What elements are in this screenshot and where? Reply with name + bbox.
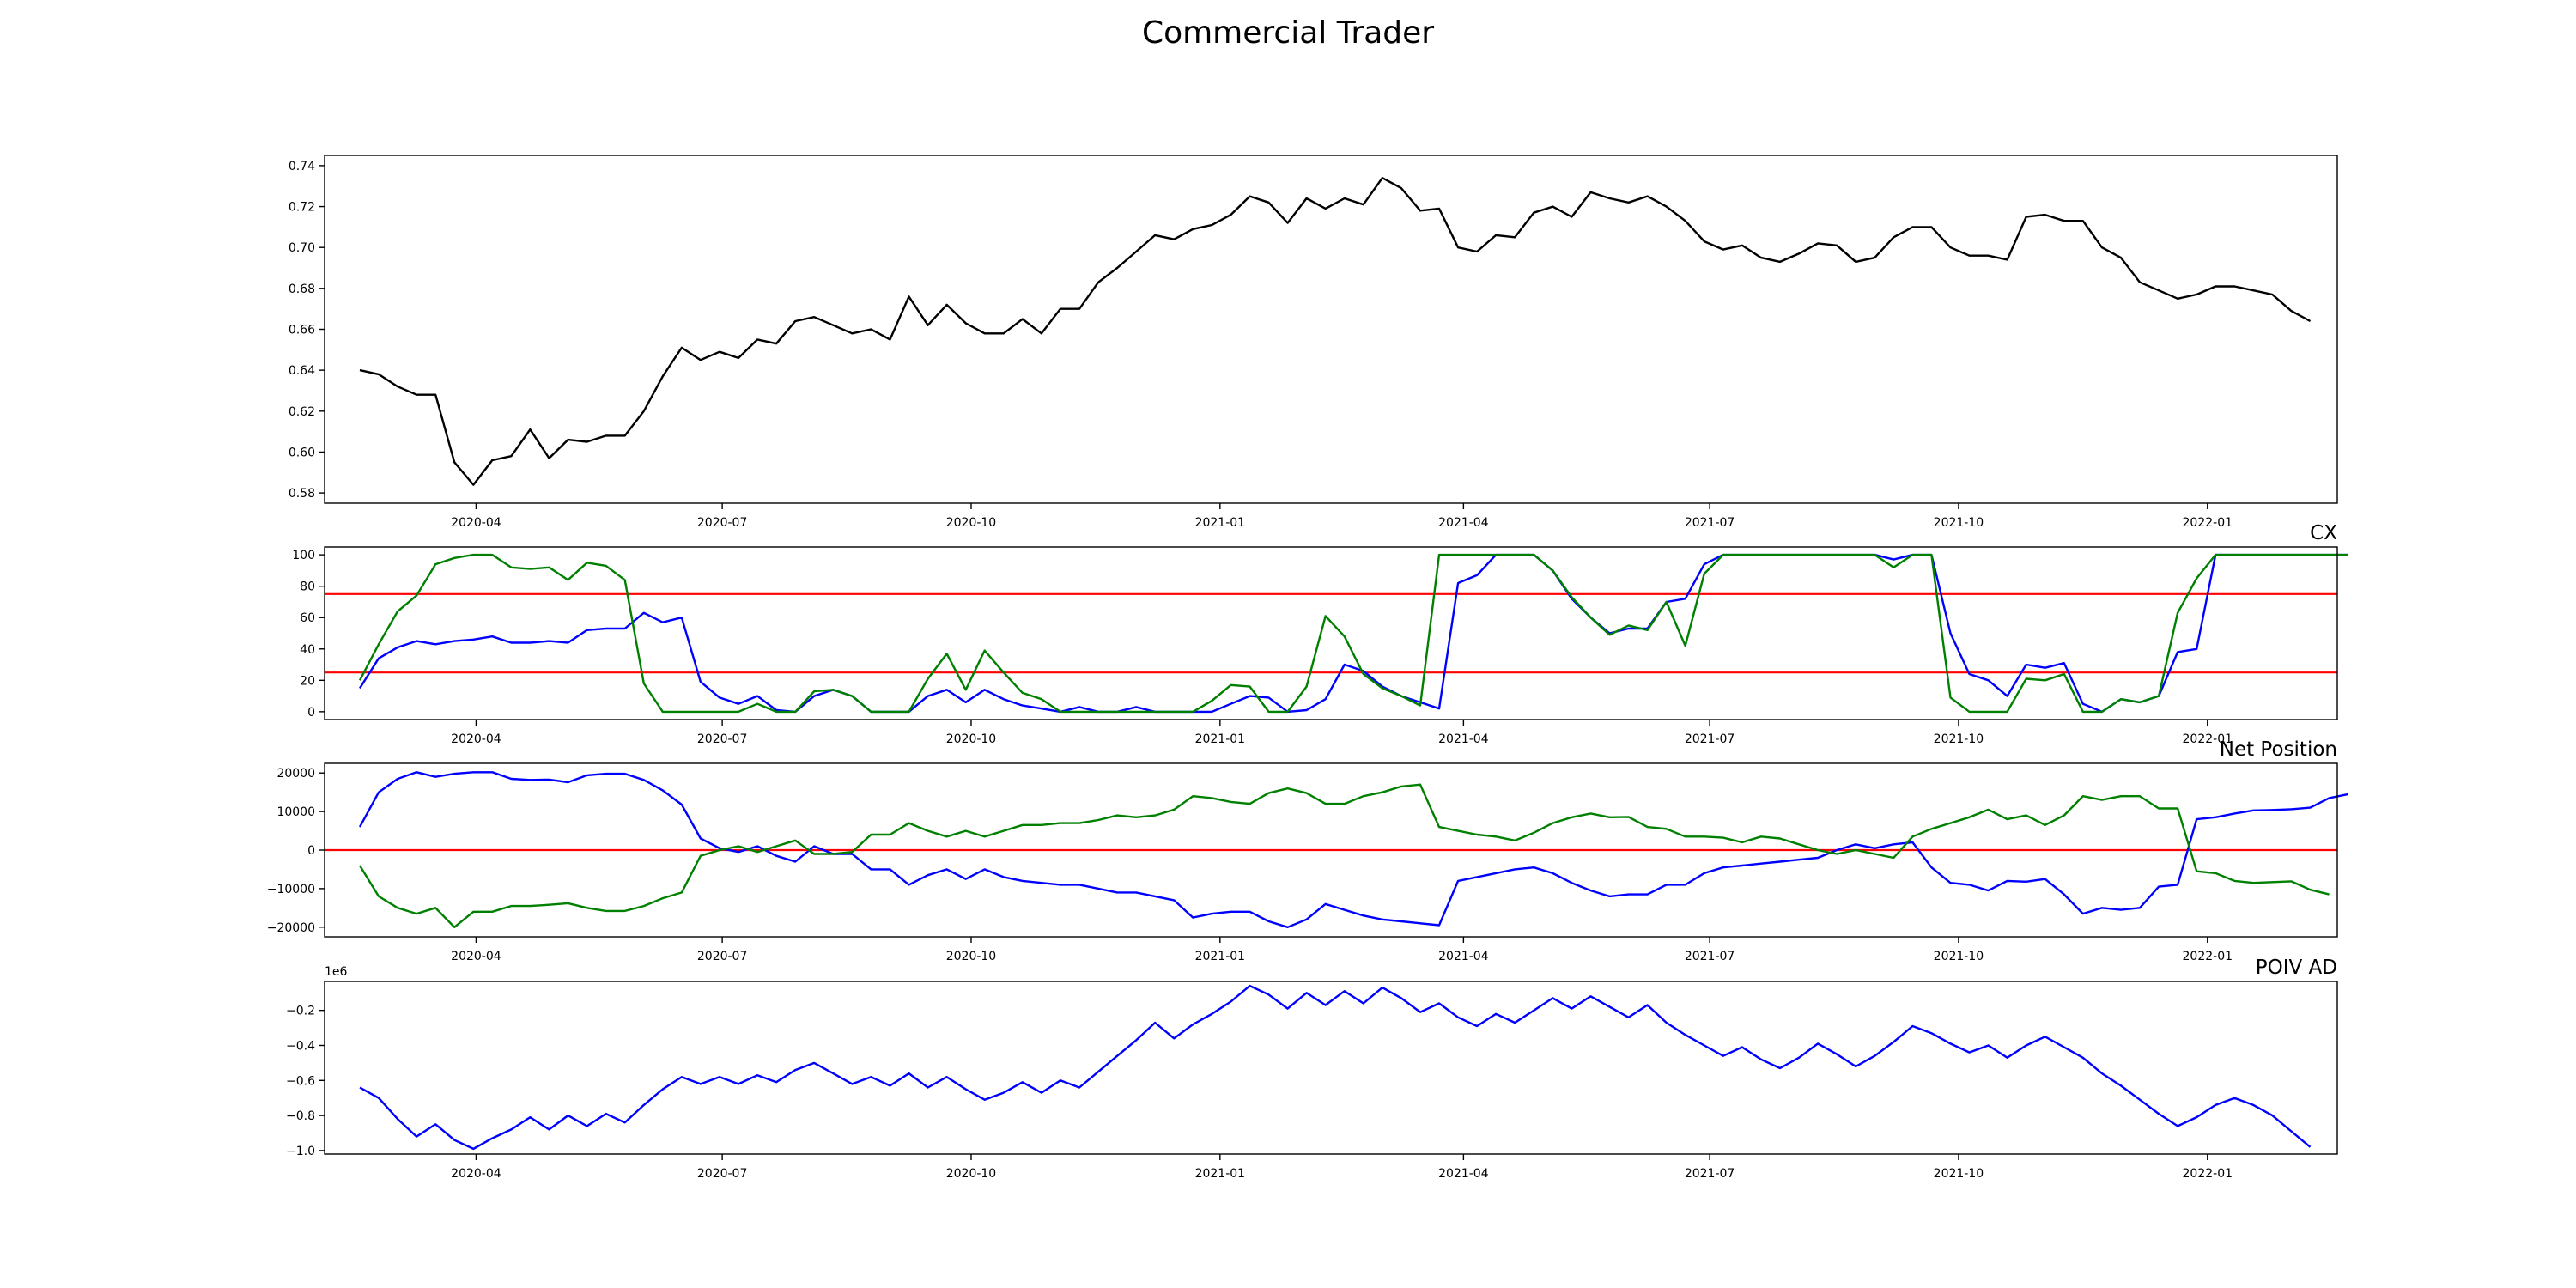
panel-3-x-tick-label-3: 2020-10: [946, 950, 997, 963]
panel-4-x-tick-label-1: 2020-04: [451, 1167, 501, 1181]
panel-4-axes-frame: [325, 981, 2337, 1154]
panel-1-series-1: [360, 178, 2311, 484]
panel-1-x-tick-label-8: 2022-01: [2183, 516, 2233, 530]
panel-1-y-tick-label-7: 0.70: [289, 241, 315, 255]
panel-2-x-tick-label-5: 2021-04: [1438, 732, 1489, 746]
panel-4-x-tick-label-3: 2020-10: [946, 1167, 997, 1181]
panel-2-series-2: [360, 555, 2348, 712]
panel-4-x-tick-label-4: 2021-01: [1195, 1167, 1246, 1181]
panel-4-x-tick-label-5: 2021-04: [1438, 1167, 1489, 1181]
panel-3-x-tick-label-7: 2021-10: [1934, 950, 1984, 963]
panel-3-y-tick-label-5: 20000: [276, 767, 315, 781]
panel-3-title: Net Position: [2220, 738, 2337, 761]
panel-1-y-tick-label-9: 0.74: [289, 160, 315, 173]
panel-3-x-tick-label-5: 2021-04: [1438, 950, 1489, 963]
panel-3-y-tick-label-4: 10000: [276, 805, 315, 819]
panel-4-y-tick-label-4: −0.4: [286, 1039, 315, 1053]
panel-1-x-tick-label-6: 2021-07: [1685, 516, 1735, 530]
panel-4-series-1: [360, 986, 2311, 1149]
panel-3-series-2: [360, 785, 2330, 927]
panel-2-x-tick-label-3: 2020-10: [946, 732, 997, 746]
panel-1-x-tick-label-3: 2020-10: [946, 516, 997, 530]
panel-2-y-tick-label-4: 60: [300, 611, 315, 625]
panel-3-y-tick-label-1: −20000: [267, 921, 315, 935]
panel-2-y-tick-label-5: 80: [300, 580, 315, 594]
panel-4-y-tick-label-5: −0.2: [286, 1005, 315, 1018]
panel-1-x-tick-label-1: 2020-04: [451, 516, 501, 530]
panel-3-x-tick-label-4: 2021-01: [1195, 950, 1246, 963]
panel-2-title: CX: [2310, 522, 2337, 544]
panel-4-title: POIV AD: [2256, 957, 2337, 979]
panel-1-x-tick-label-2: 2020-07: [697, 516, 748, 530]
panel-2-y-tick-label-2: 20: [300, 674, 315, 688]
panel-2-y-tick-label-6: 100: [292, 549, 315, 562]
panel-3-x-tick-label-6: 2021-07: [1685, 950, 1735, 963]
panel-1-y-tick-label-4: 0.64: [289, 364, 315, 378]
panel-4-y-tick-label-2: −0.8: [286, 1109, 315, 1123]
panel-4-x-tick-label-8: 2022-01: [2183, 1167, 2233, 1181]
panel-2-x-tick-label-1: 2020-04: [451, 732, 501, 746]
panel-1-axes-frame: [325, 155, 2337, 503]
panel-2-x-tick-label-6: 2021-07: [1685, 732, 1735, 746]
panel-4-y-offset-label: 1e6: [325, 965, 348, 979]
panel-1-y-tick-label-1: 0.58: [289, 487, 315, 501]
panel-3-y-tick-label-2: −10000: [267, 883, 315, 896]
panel-2-y-tick-label-1: 0: [307, 706, 315, 720]
panel-1-y-tick-label-5: 0.66: [289, 324, 315, 337]
panel-2-y-tick-label-3: 40: [300, 643, 315, 657]
panel-2-x-tick-label-2: 2020-07: [697, 732, 748, 746]
panel-3-y-tick-label-3: 0: [307, 844, 315, 858]
panel-4-y-tick-label-3: −0.6: [286, 1074, 315, 1088]
panel-2-x-tick-label-4: 2021-01: [1195, 732, 1246, 746]
panel-2-axes-frame: [325, 547, 2337, 720]
panel-4-x-tick-label-7: 2021-10: [1934, 1167, 1984, 1181]
panel-3-x-tick-label-8: 2022-01: [2183, 950, 2233, 963]
panel-1-x-tick-label-7: 2021-10: [1934, 516, 1984, 530]
panel-4-y-tick-label-1: −1.0: [286, 1145, 315, 1158]
panel-1-x-tick-label-4: 2021-01: [1195, 516, 1246, 530]
panel-2-series-1: [360, 555, 2348, 712]
panel-1-y-tick-label-3: 0.62: [289, 405, 315, 419]
panel-3-x-tick-label-1: 2020-04: [451, 950, 501, 963]
panel-4-x-tick-label-2: 2020-07: [697, 1167, 748, 1181]
panel-1-y-tick-label-8: 0.72: [289, 201, 315, 215]
panel-1-x-tick-label-5: 2021-04: [1438, 516, 1489, 530]
panel-1-y-tick-label-6: 0.68: [289, 283, 315, 296]
panel-1-y-tick-label-2: 0.60: [289, 446, 315, 459]
panel-3-x-tick-label-2: 2020-07: [697, 950, 748, 963]
panel-4-x-tick-label-6: 2021-07: [1685, 1167, 1735, 1181]
panel-2-x-tick-label-7: 2021-10: [1934, 732, 1984, 746]
